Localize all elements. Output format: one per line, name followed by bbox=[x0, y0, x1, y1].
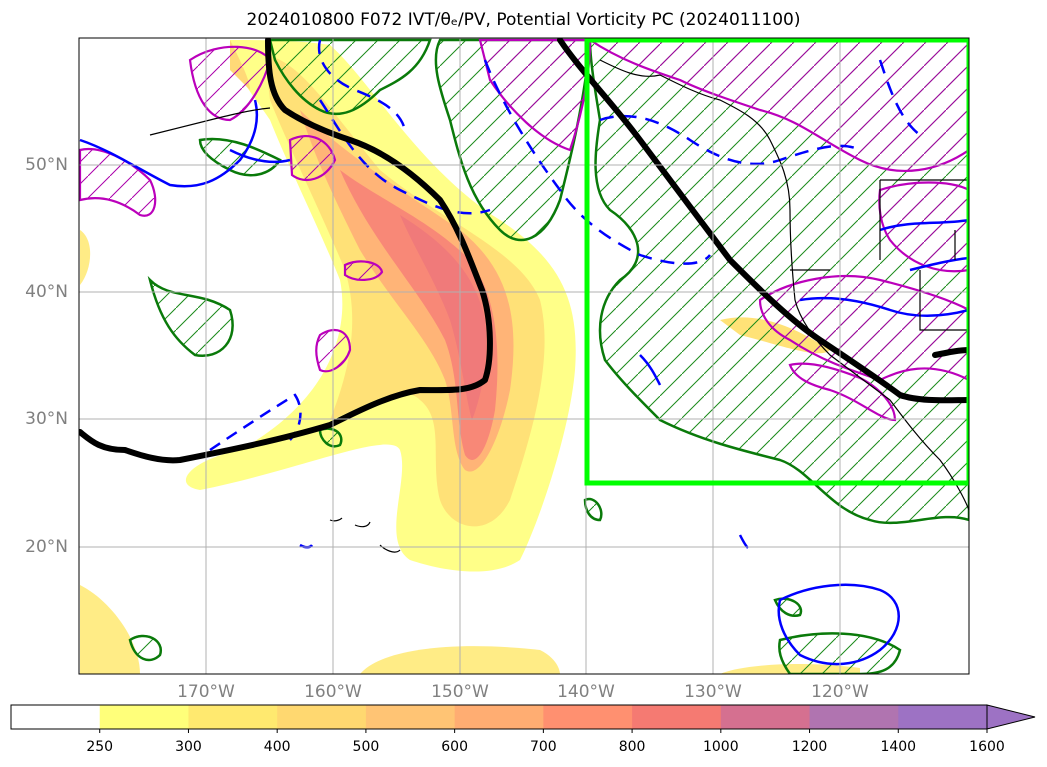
colorbar-segment bbox=[898, 705, 988, 729]
plot-frame bbox=[78, 37, 970, 675]
lat-label-30n: 30°N bbox=[25, 409, 68, 429]
colorbar-tick-label: 1000 bbox=[702, 739, 739, 755]
colorbar-segment bbox=[188, 705, 278, 729]
colorbar-frame bbox=[10, 704, 987, 730]
colorbar-tick-label: 250 bbox=[86, 739, 114, 755]
colorbar-segment bbox=[454, 705, 544, 729]
lat-label-50n: 50°N bbox=[25, 155, 68, 175]
lon-label-170w: 170°W bbox=[177, 682, 235, 702]
lon-label-160w: 160°W bbox=[304, 682, 362, 702]
colorbar-segment bbox=[720, 705, 811, 729]
target-box bbox=[584, 38, 969, 486]
colorbar-segment bbox=[632, 705, 722, 729]
colorbar bbox=[10, 704, 1036, 733]
colorbar-tick-label: 500 bbox=[352, 739, 380, 755]
colorbar-segment bbox=[809, 705, 899, 729]
colorbar-tick-label: 300 bbox=[175, 739, 202, 755]
colorbar-tick-label: 700 bbox=[529, 739, 557, 755]
lon-label-140w: 140°W bbox=[557, 682, 615, 702]
lon-label-120w: 120°W bbox=[811, 682, 869, 702]
pv-negative-contours bbox=[79, 39, 969, 666]
colorbar-segment bbox=[543, 705, 633, 729]
colorbar-segment bbox=[99, 705, 189, 729]
lon-label-130w: 130°W bbox=[684, 682, 742, 702]
pc-hatched bbox=[79, 38, 969, 422]
colorbar-tick-label: 600 bbox=[441, 739, 468, 755]
colorbar-tick-label: 1200 bbox=[791, 739, 828, 755]
colorbar-tick-label: 1400 bbox=[880, 739, 917, 755]
map-plot-area bbox=[79, 38, 969, 674]
gridlines bbox=[79, 38, 969, 674]
colorbar-tick-label: 400 bbox=[263, 739, 291, 755]
lon-label-150w: 150°W bbox=[431, 682, 489, 702]
colorbar-tick-label: 1600 bbox=[969, 739, 1005, 755]
colorbar-extend-arrow bbox=[986, 704, 1036, 730]
colorbar-segment bbox=[11, 705, 101, 729]
lat-label-40n: 40°N bbox=[25, 282, 68, 302]
colorbar-tick-label: 800 bbox=[618, 739, 646, 755]
lat-label-20n: 20°N bbox=[25, 537, 68, 557]
colorbar-segment bbox=[277, 705, 367, 729]
chart-title: 2024010800 F072 IVT/θₑ/PV, Potential Vor… bbox=[246, 10, 801, 30]
coastlines bbox=[149, 59, 969, 553]
colorbar-segment bbox=[365, 705, 456, 729]
